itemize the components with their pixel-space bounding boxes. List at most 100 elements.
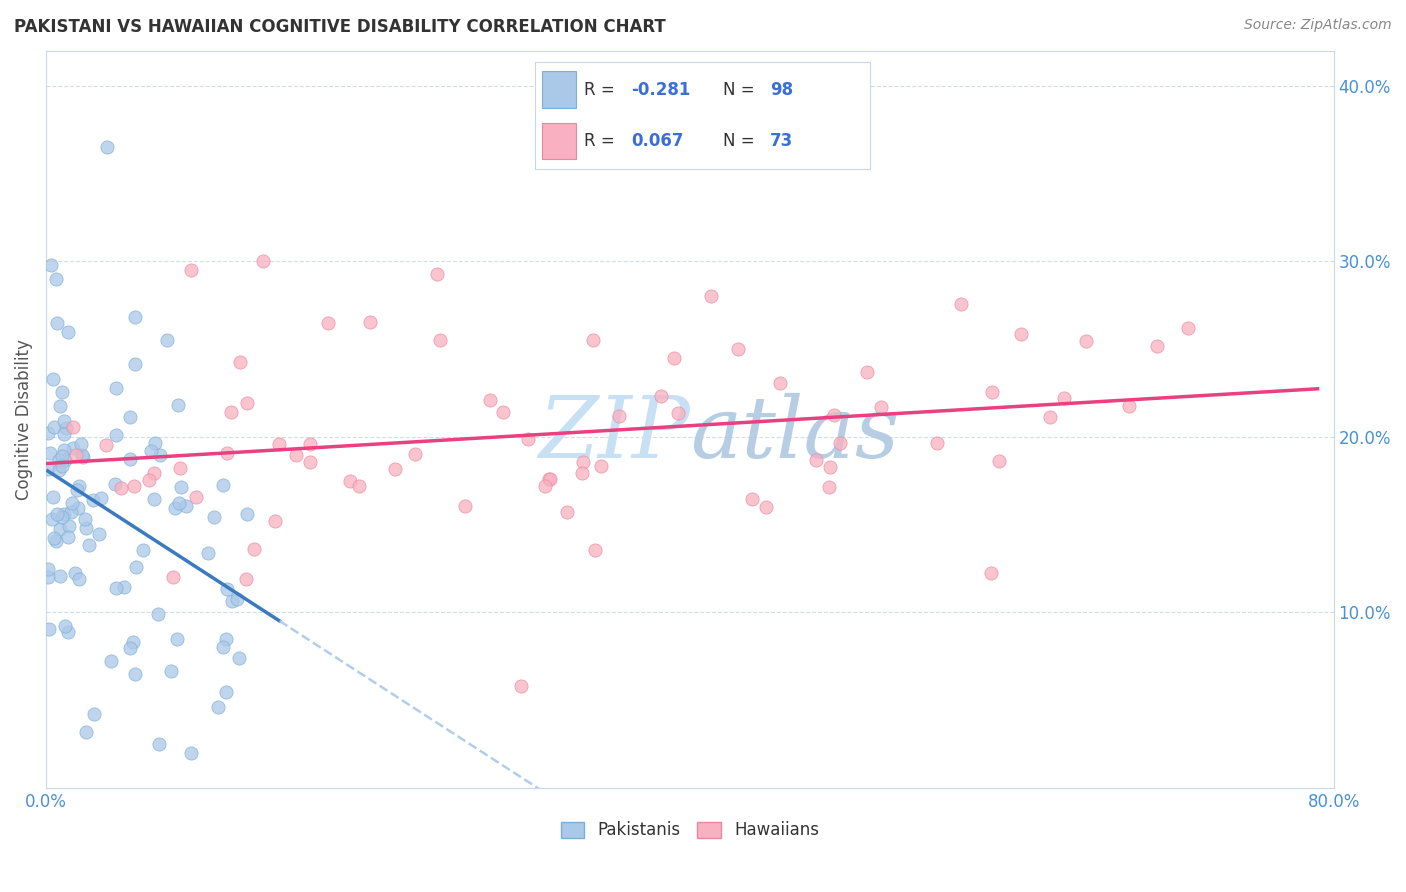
Point	[149, 448, 172, 462]
Point	[180, 746, 202, 760]
Point	[169, 496, 191, 510]
Legend: Pakistanis, Hawaiians: Pakistanis, Hawaiians	[554, 814, 825, 846]
Point	[67, 479, 90, 493]
Point	[105, 582, 128, 596]
Point	[69, 573, 91, 587]
Point	[510, 679, 533, 693]
Point	[538, 472, 561, 486]
Point	[384, 462, 406, 476]
Point	[83, 707, 105, 722]
Point	[60, 496, 83, 510]
Point	[699, 289, 721, 303]
Point	[741, 492, 763, 507]
Point	[988, 454, 1011, 468]
Point	[87, 526, 110, 541]
Point	[404, 447, 426, 461]
Point	[478, 393, 501, 408]
Point	[48, 399, 70, 413]
Point	[124, 310, 146, 325]
Point	[51, 458, 73, 473]
Point	[51, 449, 73, 463]
Text: PAKISTANI VS HAWAIIAN COGNITIVE DISABILITY CORRELATION CHART: PAKISTANI VS HAWAIIAN COGNITIVE DISABILI…	[14, 18, 666, 36]
Point	[156, 333, 179, 347]
Point	[197, 546, 219, 560]
Point	[571, 466, 593, 480]
Point	[235, 573, 257, 587]
Point	[454, 499, 477, 513]
Point	[219, 405, 242, 419]
Text: Source: ZipAtlas.com: Source: ZipAtlas.com	[1244, 18, 1392, 32]
Point	[104, 428, 127, 442]
Point	[48, 463, 70, 477]
Point	[264, 514, 287, 528]
Point	[162, 570, 184, 584]
Point	[242, 541, 264, 556]
Point	[267, 437, 290, 451]
Point	[1039, 410, 1062, 425]
Point	[828, 436, 851, 450]
Point	[139, 443, 162, 458]
Point	[112, 580, 135, 594]
Point	[90, 491, 112, 505]
Point	[769, 376, 792, 390]
Point	[591, 459, 613, 474]
Point	[583, 543, 606, 558]
Point	[100, 655, 122, 669]
Point	[118, 452, 141, 467]
Point	[169, 460, 191, 475]
Point	[96, 438, 118, 452]
Point	[96, 140, 118, 154]
Point	[186, 490, 208, 504]
Point	[204, 510, 226, 524]
Point	[1146, 338, 1168, 352]
Point	[339, 474, 361, 488]
Point	[37, 562, 59, 576]
Point	[125, 559, 148, 574]
Point	[132, 543, 155, 558]
Point	[662, 351, 685, 365]
Point	[166, 632, 188, 647]
Point	[159, 664, 181, 678]
Point	[215, 632, 238, 647]
Point	[215, 685, 238, 699]
Point	[75, 512, 97, 526]
Point	[62, 441, 84, 455]
Point	[534, 478, 557, 492]
Point	[426, 267, 449, 281]
Point	[53, 619, 76, 633]
Text: ZIP: ZIP	[538, 392, 690, 475]
Point	[666, 406, 689, 420]
Point	[104, 381, 127, 395]
Point	[56, 624, 79, 639]
Point	[221, 594, 243, 608]
Point	[48, 569, 70, 583]
Point	[45, 507, 67, 521]
Point	[1010, 327, 1032, 342]
Point	[165, 500, 187, 515]
Point	[607, 409, 630, 424]
Point	[138, 473, 160, 487]
Point	[755, 500, 778, 515]
Point	[980, 566, 1002, 580]
Point	[37, 425, 59, 440]
Point	[37, 462, 59, 476]
Point	[37, 570, 59, 584]
Point	[1118, 399, 1140, 413]
Point	[492, 405, 515, 419]
Point	[146, 607, 169, 622]
Point	[55, 421, 77, 435]
Point	[72, 450, 94, 464]
Point	[122, 634, 145, 648]
Point	[65, 566, 87, 580]
Point	[124, 357, 146, 371]
Point	[174, 499, 197, 513]
Point	[517, 432, 540, 446]
Point	[582, 333, 605, 347]
Point	[820, 459, 842, 474]
Point	[298, 455, 321, 469]
Point	[58, 519, 80, 533]
Point	[285, 448, 308, 462]
Point	[48, 453, 70, 467]
Point	[252, 254, 274, 268]
Point	[143, 491, 166, 506]
